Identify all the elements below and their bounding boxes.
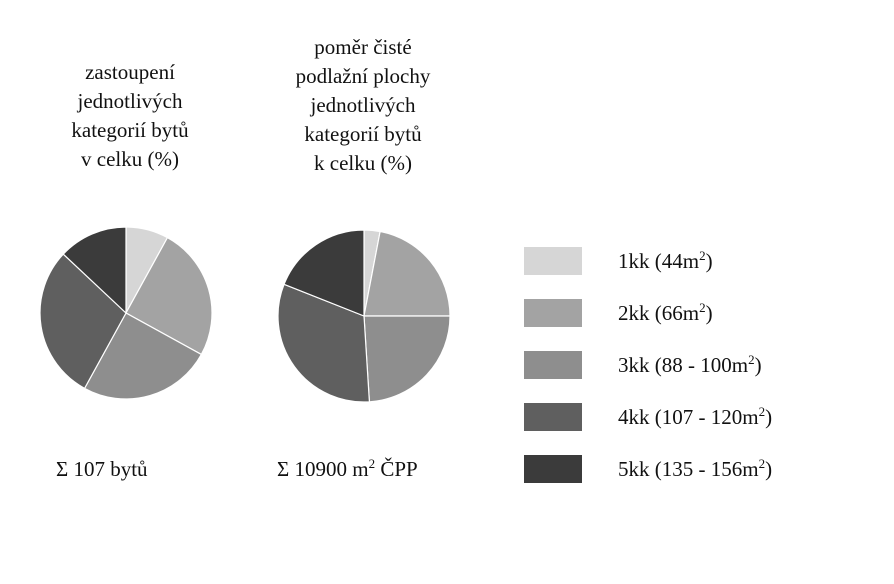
legend-item-4kk: 4kk (107 - 120m2)	[524, 403, 854, 431]
pie-1-slice-3kk	[83, 312, 203, 400]
legend-item-3kk: 3kk (88 - 100m2)	[524, 351, 854, 379]
legend-label-end: )	[765, 457, 773, 481]
pie-1-caption: Σ 107 bytů	[56, 457, 148, 481]
legend-item-2kk: 2kk (66m2)	[524, 299, 854, 327]
pie-2-slice-4kk	[277, 283, 371, 403]
pie-2-title-line: podlažní plochy	[295, 64, 431, 88]
legend-label-text: 2kk (66m	[618, 301, 700, 325]
pie-2-caption-text: Σ 10900 m	[277, 457, 369, 481]
legend-label-text: 1kk (44m	[618, 249, 700, 273]
pie-2-slice-3kk	[363, 315, 451, 403]
legend-swatch	[524, 455, 582, 483]
pie-2-slice-5kk	[283, 229, 365, 317]
legend-label: 4kk (107 - 120m2)	[618, 405, 772, 429]
pie-1-slice-5kk	[62, 226, 127, 315]
pie-2-title: poměr čisté podlažní plochy jednotlivých…	[268, 33, 458, 178]
legend-item-1kk: 1kk (44m2)	[524, 247, 854, 275]
legend-label-sup: 2	[748, 352, 755, 367]
pie-2-caption: Σ 10900 m2 ČPP	[277, 456, 418, 482]
legend-label: 3kk (88 - 100m2)	[618, 353, 762, 377]
pie-1	[39, 226, 213, 400]
pie-2-title-line: jednotlivých	[310, 93, 416, 117]
legend-label-text: 5kk (135 - 156m	[618, 457, 759, 481]
legend-label-text: 3kk (88 - 100m	[618, 353, 749, 377]
pie-2-caption-suffix: ČPP	[375, 457, 418, 481]
pie-2-title-line: poměr čisté	[314, 35, 412, 59]
pie-1-title-line: kategorií bytů	[71, 118, 189, 142]
legend-label-sup: 2	[699, 300, 706, 315]
legend-label-end: )	[765, 405, 773, 429]
legend-label-end: )	[754, 353, 762, 377]
pie-1-slice-4kk	[39, 253, 127, 390]
pie-2-title-line: k celku (%)	[314, 151, 412, 175]
legend-label-text: 4kk (107 - 120m	[618, 405, 759, 429]
legend-label: 5kk (135 - 156m2)	[618, 457, 772, 481]
legend-label-sup: 2	[758, 456, 766, 471]
pie-2-title-line: kategorií bytů	[304, 122, 422, 146]
pie-1-title-line: v celku (%)	[81, 147, 179, 171]
legend-label-end: )	[705, 249, 713, 273]
legend-swatch	[524, 299, 582, 327]
pie-2	[277, 229, 451, 403]
legend-label-sup: 2	[699, 248, 706, 263]
pie-1-title-line: zastoupení	[85, 60, 175, 84]
pie-1-title: zastoupení jednotlivých kategorií bytů v…	[40, 58, 220, 174]
legend-item-5kk: 5kk (135 - 156m2)	[524, 455, 854, 483]
pie-2-slice-2kk	[363, 230, 451, 317]
pie-1-title-line: jednotlivých	[77, 89, 183, 113]
pie-2-caption-sup: 2	[368, 456, 376, 471]
legend-label: 2kk (66m2)	[618, 301, 713, 325]
legend-label-sup: 2	[758, 404, 766, 419]
legend-swatch	[524, 247, 582, 275]
legend-label: 1kk (44m2)	[618, 249, 713, 273]
legend-swatch	[524, 403, 582, 431]
legend-label-end: )	[705, 301, 713, 325]
pie-1-slice-2kk	[125, 236, 213, 356]
legend-swatch	[524, 351, 582, 379]
